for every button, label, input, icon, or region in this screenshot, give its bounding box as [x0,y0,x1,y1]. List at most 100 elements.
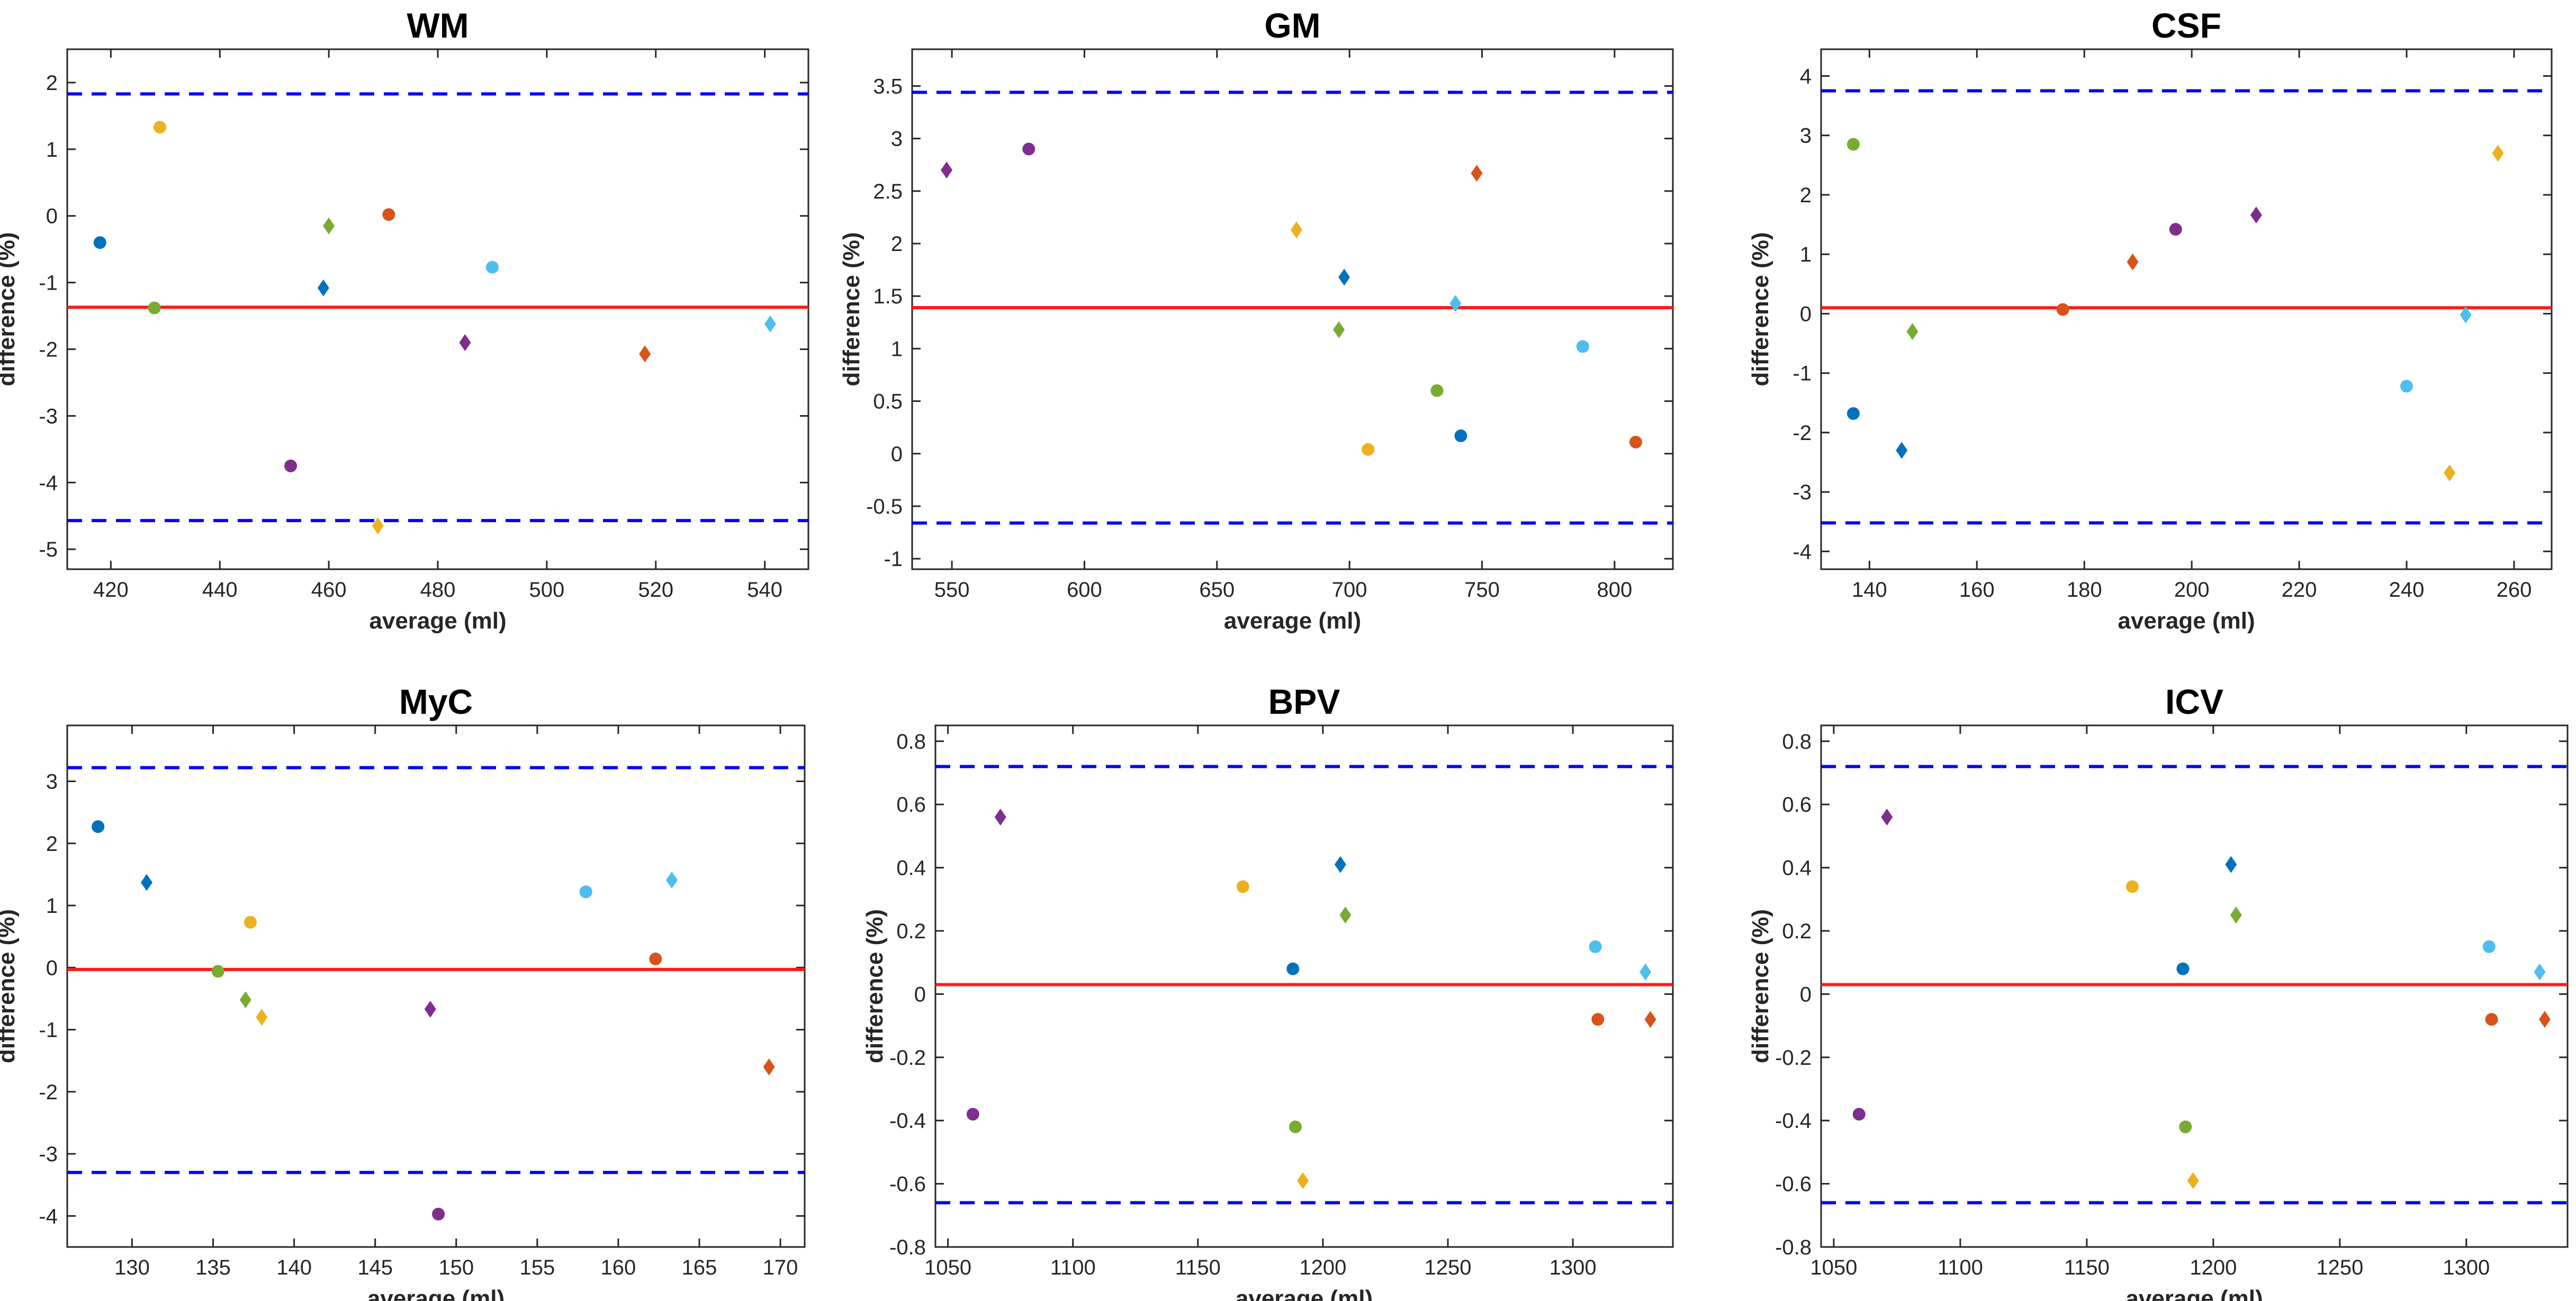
plot-frame [66,724,806,1248]
x-tick-label: 160 [601,1256,636,1279]
data-point-diamond [2127,253,2139,271]
data-point-circle [2482,940,2496,953]
x-tick-label: 550 [934,578,970,602]
x-tick-label: 500 [529,578,565,602]
x-tick-label: 520 [638,578,673,602]
data-point-circle [649,952,662,965]
data-point-diamond [1333,321,1345,338]
x-tick-label: 1100 [1938,1256,1983,1279]
x-tick-label: 1050 [924,1256,971,1279]
y-axis-label: difference (%) [1748,232,1773,387]
x-tick-label: 1250 [1425,1256,1472,1279]
data-point-diamond [459,334,471,351]
data-point-diamond [1881,809,1893,826]
data-point-circle [1430,384,1444,397]
data-point-circle [1591,1013,1605,1026]
x-tick-label: 170 [763,1256,798,1279]
data-point-diamond [239,991,251,1009]
y-tick-label: 1.5 [873,285,903,308]
y-tick-label: -2 [39,338,58,362]
data-point-circle [92,820,105,833]
y-axis-label: difference (%) [862,909,888,1063]
y-tick-label: -1 [884,548,903,571]
data-point-circle [2400,380,2413,393]
y-tick-label: 2 [1800,184,1812,207]
data-point-diamond [1644,1011,1656,1028]
x-tick-label: 180 [2067,578,2102,602]
y-tick-label: -0.8 [889,1236,926,1259]
y-tick-label: -0.4 [889,1109,926,1133]
panel-csf: CSF 140 160 180 200 220 240 260 -4 -3 -2 -1 0 1 2 3 4 ave… [1748,6,2553,634]
data-point-diamond [323,217,335,235]
x-tick-label: 145 [357,1256,393,1279]
data-point-diamond [639,345,651,363]
data-point-circle [244,916,257,929]
data-point-diamond [2250,207,2262,224]
y-tick-label: 0 [1800,302,1812,326]
data-point-circle [1236,880,1249,893]
y-tick-label: 0.4 [896,857,926,880]
y-tick-label: -0.6 [889,1173,926,1196]
x-tick-label: 480 [420,578,456,602]
data-point-circle [1576,340,1589,353]
data-point-diamond [2538,1011,2551,1028]
data-point-circle [1454,429,1467,443]
panel-myc: MyC 130 135 140 145 150 155 160 165 170 -4 -3 -2 -1 0 1… [0,682,806,1301]
y-tick-label: -4 [39,1205,58,1228]
y-tick-label: 0.6 [1782,793,1812,817]
data-point-diamond [1449,295,1462,312]
data-point-circle [1852,1108,1866,1121]
data-point-diamond [2534,963,2546,981]
data-point-circle [579,885,592,899]
x-tick-label: 1300 [2443,1256,2490,1279]
y-tick-label: 1 [46,894,58,918]
y-tick-label: -2 [1793,421,1812,445]
x-tick-label: 1150 [2064,1256,2110,1279]
y-tick-label: 0 [46,956,58,980]
x-axis-label: average (ml) [2118,608,2255,634]
data-point-diamond [665,871,678,889]
x-tick-label: 135 [195,1256,231,1279]
y-axis-label: difference (%) [1748,909,1773,1063]
y-tick-label: 0.5 [873,390,903,414]
data-point-circle [1847,138,1860,151]
plot-frame [66,48,809,570]
x-axis-label: average (ml) [1236,1286,1373,1301]
y-tick-label: 0.2 [1782,920,1812,943]
x-tick-label: 1100 [1050,1256,1096,1279]
y-tick-label: 4 [1800,65,1812,88]
data-point-diamond [1471,165,1483,182]
data-point-diamond [2225,856,2237,873]
y-tick-label: -4 [1793,540,1812,563]
data-point-diamond [2492,145,2504,162]
data-point-diamond [1906,323,1919,340]
x-tick-label: 220 [2282,578,2317,602]
data-point-circle [432,1207,445,1221]
chart-title: BPV [1268,682,1340,721]
x-tick-label: 140 [1852,578,1887,602]
chart-title: GM [1264,6,1320,45]
y-tick-label: -0.2 [1775,1046,1812,1070]
data-point-diamond [317,279,329,297]
data-point-diamond [941,161,953,179]
x-tick-label: 155 [519,1256,555,1279]
data-point-circle [2169,223,2182,236]
data-point-diamond [372,517,384,535]
y-axis-label: difference (%) [839,232,864,387]
panel-gm: GM 550 600 650 700 750 800 -1 -0.5 0 0.5 1 1.5 2 2.5 3 3… [839,6,1674,634]
data-point-diamond [2187,1172,2199,1189]
data-point-circle [1629,435,1642,448]
x-tick-label: 800 [1597,578,1632,602]
y-tick-label: 0 [891,443,903,466]
data-point-circle [2176,962,2190,975]
x-tick-label: 1050 [1810,1256,1857,1279]
x-tick-label: 1200 [2190,1256,2237,1279]
y-tick-label: -3 [1793,481,1812,504]
data-point-diamond [141,874,153,891]
y-tick-label: 2 [46,71,58,95]
data-point-circle [382,208,395,221]
data-point-diamond [1334,856,1346,873]
x-tick-label: 600 [1067,578,1102,602]
x-tick-label: 165 [682,1256,717,1279]
